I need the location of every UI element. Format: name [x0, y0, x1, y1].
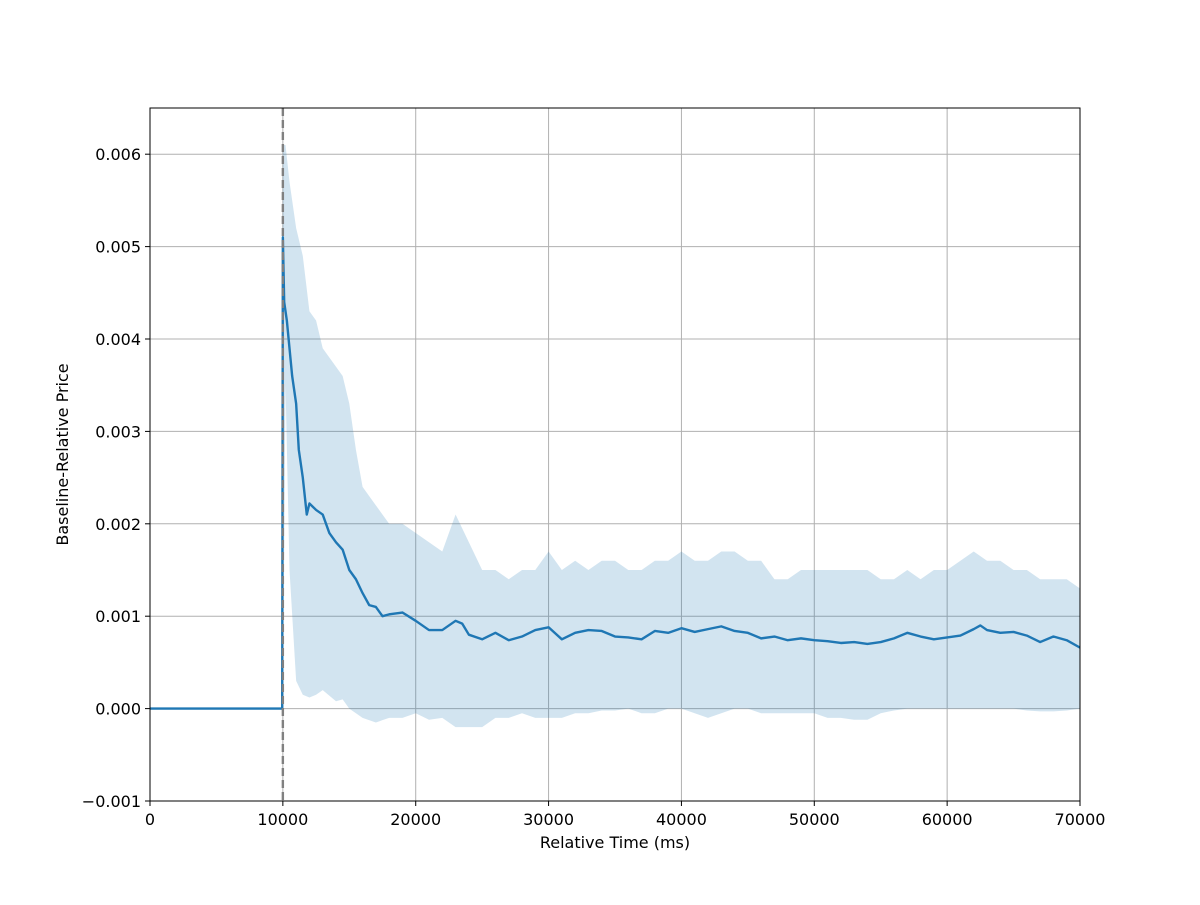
- y-tick-label: 0.005: [95, 238, 141, 257]
- mean-price-line: [150, 236, 1081, 710]
- grid: [149, 108, 1081, 802]
- y-tick-label: −0.001: [82, 792, 141, 811]
- x-axis-label: Relative Time (ms): [540, 833, 690, 852]
- y-tick-label: 0.006: [95, 145, 141, 164]
- plot-frame: [149, 107, 1081, 802]
- x-tick-label: 30000: [523, 810, 574, 829]
- y-tick-label: 0.000: [95, 700, 141, 719]
- y-tick-label: 0.004: [95, 330, 141, 349]
- x-tick-label: 0: [145, 810, 155, 829]
- plot-area: [150, 108, 1081, 801]
- confidence-band: [150, 144, 1080, 728]
- axis-ticks: 0 10000 20000 30000 40000 50000 60000 70000 −0.0…: [82, 145, 1106, 829]
- y-tick-label: 0.001: [95, 607, 141, 626]
- x-tick-label: 20000: [390, 810, 441, 829]
- y-axis-label: Baseline-Relative Price: [53, 363, 72, 545]
- y-tick-label: 0.002: [95, 515, 141, 534]
- y-tick-label: 0.003: [95, 422, 141, 441]
- x-tick-label: 60000: [922, 810, 973, 829]
- x-tick-label: 70000: [1055, 810, 1106, 829]
- x-tick-label: 10000: [257, 810, 308, 829]
- x-tick-label: 50000: [789, 810, 840, 829]
- x-tick-label: 40000: [656, 810, 707, 829]
